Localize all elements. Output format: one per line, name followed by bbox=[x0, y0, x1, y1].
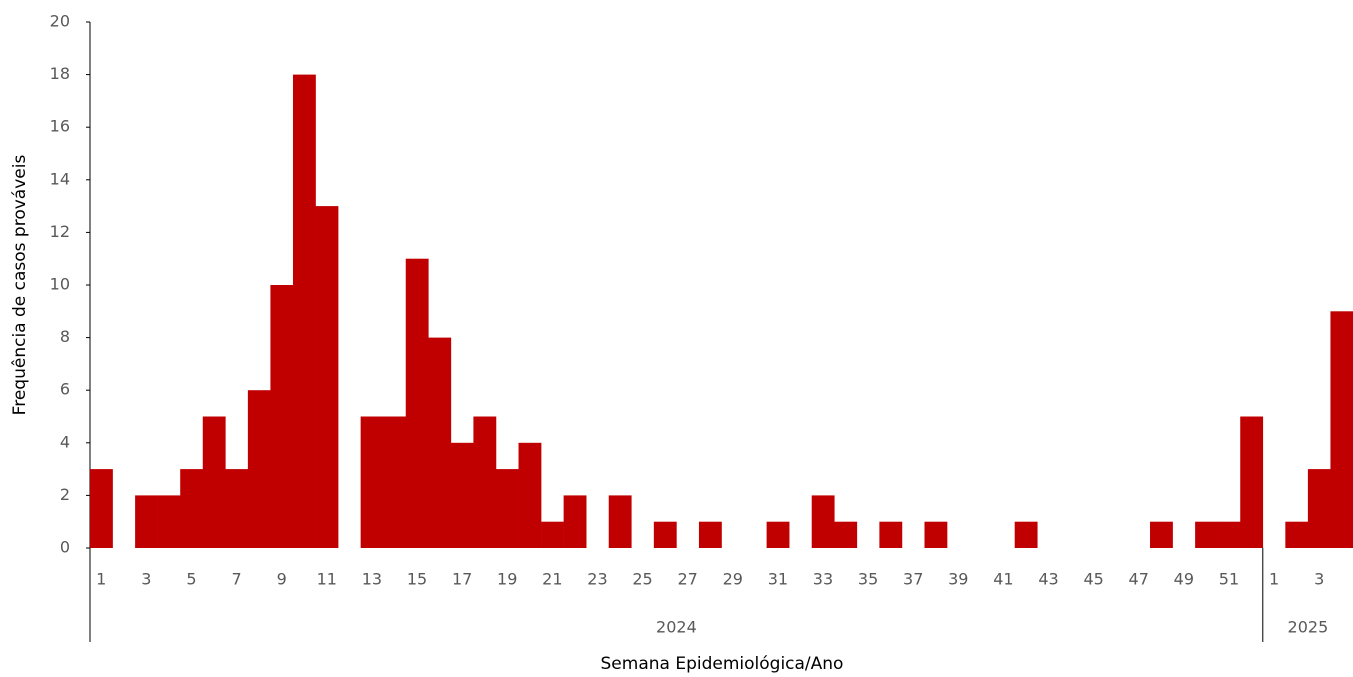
bar bbox=[495, 469, 519, 548]
bar bbox=[225, 469, 249, 548]
bar bbox=[924, 521, 948, 548]
bar bbox=[270, 285, 294, 548]
x-axis-title: Semana Epidemiológica/Ano bbox=[601, 654, 844, 674]
x-tick-label: 1 bbox=[96, 570, 106, 589]
x-tick-label: 17 bbox=[452, 570, 472, 589]
y-tick-label: 6 bbox=[60, 380, 70, 399]
x-tick-label: 3 bbox=[1314, 570, 1324, 589]
bar bbox=[653, 521, 677, 548]
bar bbox=[383, 416, 407, 548]
y-tick-label: 0 bbox=[60, 538, 70, 557]
bar bbox=[1330, 311, 1353, 548]
bar bbox=[90, 469, 113, 548]
x-tick-label: 7 bbox=[232, 570, 242, 589]
bar bbox=[135, 495, 158, 548]
bar bbox=[1240, 416, 1264, 548]
group-label: 2025 bbox=[1288, 618, 1329, 637]
bar bbox=[450, 442, 474, 548]
y-tick-label: 4 bbox=[60, 432, 70, 451]
x-tick-label: 41 bbox=[993, 570, 1013, 589]
x-tick-label: 35 bbox=[858, 570, 878, 589]
x-tick-label: 45 bbox=[1083, 570, 1103, 589]
x-tick-label: 21 bbox=[542, 570, 562, 589]
y-tick-label: 2 bbox=[60, 485, 70, 504]
y-tick-label: 20 bbox=[50, 12, 70, 31]
x-tick-label: 23 bbox=[587, 570, 607, 589]
bar bbox=[879, 521, 903, 548]
bar bbox=[1150, 521, 1173, 548]
bar bbox=[608, 495, 632, 548]
group-label: 2024 bbox=[656, 618, 697, 637]
y-tick-label: 16 bbox=[50, 117, 70, 136]
x-tick-label: 19 bbox=[497, 570, 517, 589]
bar bbox=[1014, 521, 1038, 548]
x-tick-label: 1 bbox=[1269, 570, 1279, 589]
bar bbox=[1195, 521, 1218, 548]
x-tick-label: 11 bbox=[317, 570, 337, 589]
y-tick-label: 10 bbox=[50, 275, 70, 294]
x-tick-label: 47 bbox=[1129, 570, 1149, 589]
x-tick-label: 25 bbox=[632, 570, 652, 589]
y-axis-title: Frequência de casos prováveis bbox=[10, 155, 30, 416]
bar bbox=[518, 442, 542, 548]
bar bbox=[405, 258, 429, 548]
bar bbox=[541, 521, 564, 548]
bar bbox=[834, 521, 858, 548]
y-tick-label: 12 bbox=[50, 222, 70, 241]
bar bbox=[292, 74, 316, 548]
bar bbox=[811, 495, 835, 548]
bar bbox=[473, 416, 497, 548]
bar bbox=[202, 416, 226, 548]
x-tick-label: 15 bbox=[407, 570, 427, 589]
bar bbox=[180, 469, 204, 548]
x-tick-label: 39 bbox=[948, 570, 968, 589]
x-tick-label: 37 bbox=[903, 570, 923, 589]
bar bbox=[428, 337, 452, 548]
x-tick-label: 31 bbox=[768, 570, 788, 589]
bar bbox=[563, 495, 587, 548]
x-tick-label: 29 bbox=[723, 570, 743, 589]
x-tick-label: 9 bbox=[277, 570, 287, 589]
y-tick-label: 14 bbox=[50, 169, 70, 188]
x-tick-label: 3 bbox=[141, 570, 151, 589]
x-tick-label: 51 bbox=[1219, 570, 1239, 589]
bar bbox=[1307, 469, 1331, 548]
x-tick-label: 49 bbox=[1174, 570, 1194, 589]
y-tick-label: 18 bbox=[50, 64, 70, 83]
bar bbox=[360, 416, 384, 548]
x-tick-label: 13 bbox=[362, 570, 382, 589]
x-tick-label: 5 bbox=[186, 570, 196, 589]
y-tick-label: 8 bbox=[60, 327, 70, 346]
x-tick-label: 43 bbox=[1038, 570, 1058, 589]
bar bbox=[247, 390, 271, 548]
x-tick-label: 33 bbox=[813, 570, 833, 589]
bar bbox=[1285, 521, 1309, 548]
bar bbox=[315, 206, 339, 548]
x-tick-label: 27 bbox=[677, 570, 697, 589]
bar bbox=[698, 521, 722, 548]
bar bbox=[1217, 521, 1241, 548]
bar bbox=[766, 521, 790, 548]
bar bbox=[157, 495, 181, 548]
